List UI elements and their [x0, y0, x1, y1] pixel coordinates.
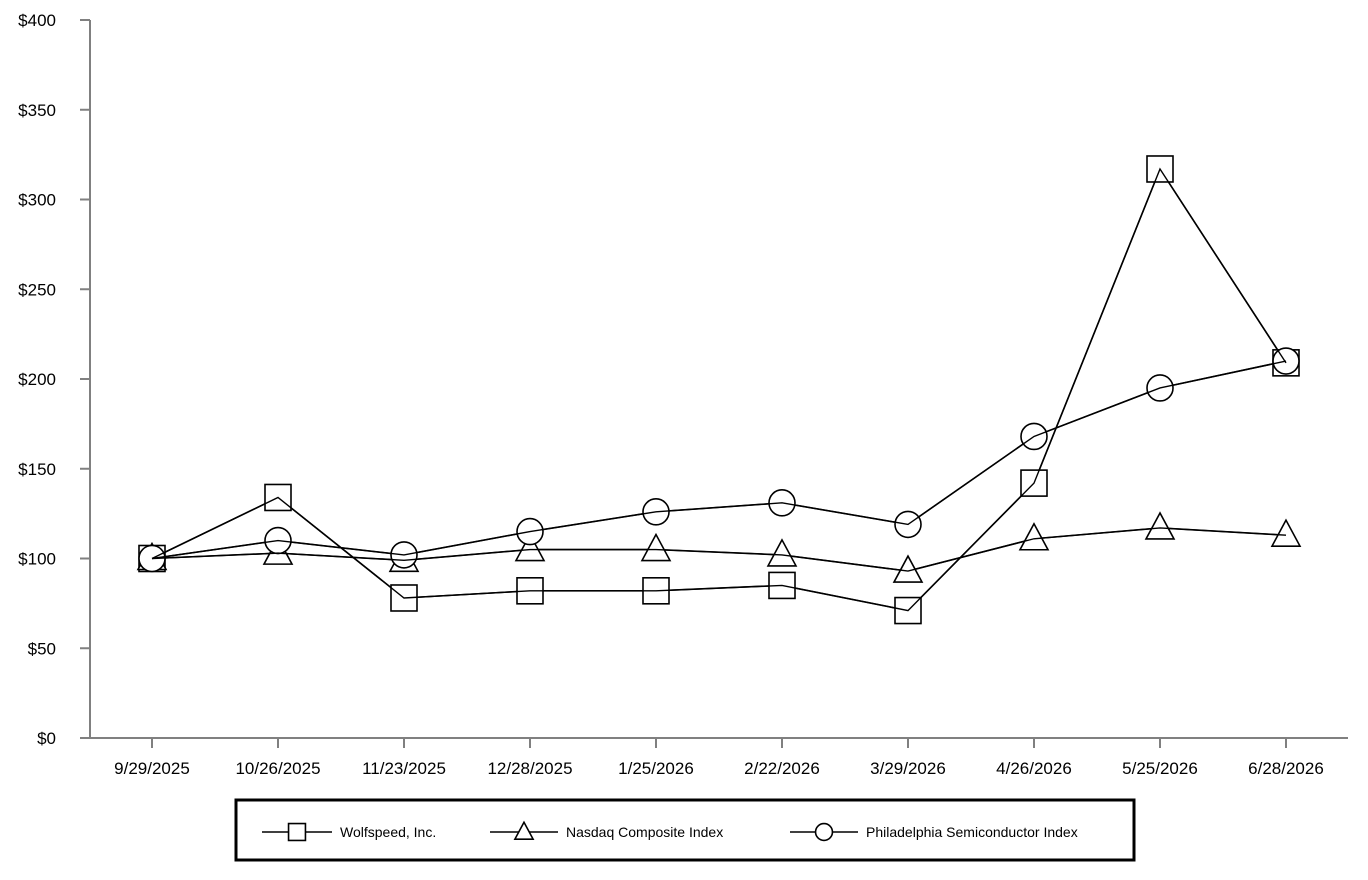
y-tick-label: $350: [18, 101, 56, 120]
y-tick-label: $0: [37, 729, 56, 748]
x-tick-label: 10/26/2025: [235, 759, 320, 778]
series-markers-circle: [138, 347, 1300, 573]
data-point: [1018, 522, 1050, 551]
legend-label: Philadelphia Semiconductor Index: [866, 824, 1078, 840]
x-tick-label: 9/29/2025: [114, 759, 190, 778]
y-tick-label: $100: [18, 550, 56, 569]
series-circle: [151, 360, 1287, 560]
y-tick-label: $150: [18, 460, 56, 479]
x-tick-label: 11/23/2025: [362, 759, 446, 778]
data-point: [1144, 511, 1176, 540]
legend-label: Nasdaq Composite Index: [566, 824, 723, 840]
x-tick-label: 4/26/2026: [996, 759, 1072, 778]
x-tick-label: 12/28/2025: [487, 759, 572, 778]
legend-marker: [814, 822, 834, 842]
legend-item: Philadelphia Semiconductor Index: [790, 822, 1078, 842]
x-tick-label: 3/29/2026: [870, 759, 946, 778]
legend-marker: [287, 822, 307, 842]
legend-marker: [513, 820, 535, 840]
legend: Wolfspeed, Inc. Nasdaq Composite Index Phi…: [234, 798, 1136, 862]
series-triangle: [151, 527, 1287, 572]
x-tick-label: 2/22/2026: [744, 759, 820, 778]
legend-item: Nasdaq Composite Index: [490, 820, 723, 840]
data-point: [1270, 518, 1302, 547]
series-line-overlay: [151, 360, 1287, 560]
series-line: [151, 167, 1287, 612]
series-markers-square: [138, 155, 1300, 625]
y-tick-label: $300: [18, 191, 56, 210]
series-layer: [136, 155, 1302, 625]
x-tick-label: 1/25/2026: [618, 759, 694, 778]
y-tick-label: $200: [18, 370, 56, 389]
legend-label: Wolfspeed, Inc.: [340, 824, 436, 840]
data-point: [514, 532, 546, 562]
data-point: [766, 538, 798, 567]
legend-box: [234, 798, 1136, 862]
series-line: [151, 360, 1287, 560]
y-tick-label: $400: [18, 11, 56, 30]
data-point: [264, 483, 292, 512]
series-line: [151, 527, 1287, 572]
data-point: [640, 532, 672, 562]
y-tick-label: $50: [28, 639, 56, 658]
series-square: [151, 167, 1287, 612]
x-tick-label: 6/28/2026: [1248, 759, 1324, 778]
legend-item: Wolfspeed, Inc.: [262, 822, 436, 842]
series-line-overlay: [151, 527, 1287, 572]
axes: $0 $50 $100 $150 $200 $250 $300 $350 $400 9/29/20…: [18, 11, 1348, 778]
series-line-overlay: [151, 167, 1287, 612]
x-tick-label: 5/25/2026: [1122, 759, 1198, 778]
y-tick-label: $250: [18, 280, 56, 299]
series-markers-triangle: [136, 511, 1302, 583]
